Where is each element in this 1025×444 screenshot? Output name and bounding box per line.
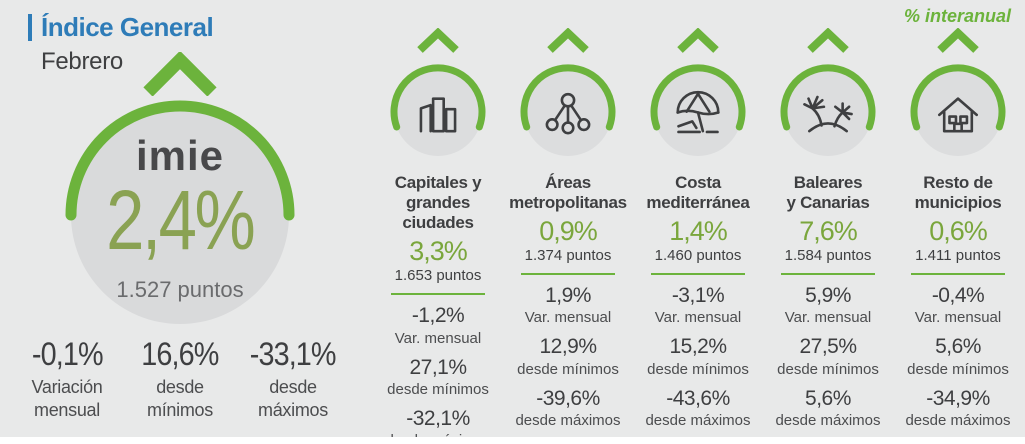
- stat-from-max: 5,6% desde máximos: [775, 386, 881, 429]
- divider: [521, 273, 615, 276]
- stat-monthly: -0,4% Var. mensual: [914, 284, 1002, 327]
- circle-gauge: [910, 64, 1006, 156]
- column-name: Áreas metropolitanas: [509, 173, 627, 213]
- unit-note: % interanual: [903, 6, 1011, 26]
- stat-monthly: -1,2% Var. mensual: [394, 304, 482, 347]
- divider: [781, 273, 875, 276]
- column-areas-metropolitanas: Áreas metropolitanas 0,9% 1.374 puntos 1…: [503, 28, 633, 444]
- yoy-value: 7,6%: [799, 216, 858, 247]
- column-name: Baleares y Canarias: [786, 173, 870, 213]
- general-points: 1.527 puntos: [116, 277, 244, 302]
- column-baleares-canarias: Baleares y Canarias 7,6% 1.584 puntos 5,…: [763, 28, 893, 444]
- palm-island-icon: [803, 95, 853, 133]
- up-chevron-icon: [677, 28, 719, 53]
- stat-from-max: -39,6% desde máximos: [515, 386, 621, 429]
- general-stat-from-min: 16,6% desde mínimos: [125, 338, 235, 421]
- yoy-value: 0,6%: [929, 216, 988, 247]
- points-value: 1.584 puntos: [784, 247, 872, 265]
- yoy-value: 1,4%: [669, 216, 728, 247]
- stat-from-min: 12,9% desde mínimos: [517, 335, 619, 378]
- stat-monthly: 5,9% Var. mensual: [784, 284, 872, 327]
- imie-logo: imie: [135, 132, 225, 179]
- stat-monthly: -3,1% Var. mensual: [654, 284, 742, 327]
- stat-from-min: 27,1% desde mínimos: [387, 355, 489, 398]
- up-chevron-icon: [807, 28, 849, 53]
- general-stats: -0,1% Variación mensual 16,6% desde míni…: [12, 338, 348, 421]
- column-resto-municipios: Resto de municipios 0,6% 1.411 puntos -0…: [893, 28, 1023, 444]
- up-chevron-icon: [65, 52, 295, 96]
- from-min-value: 16,6%: [141, 336, 219, 372]
- page-title: Índice General: [41, 12, 214, 42]
- general-yoy-value: 2,4%: [106, 173, 256, 267]
- yoy-value: 3,3%: [409, 236, 468, 267]
- column-name: Resto de municipios: [914, 173, 1002, 213]
- sector-columns: Capitales y grandes ciudades 3,3% 1.653 …: [373, 28, 1023, 444]
- stat-from-min: 5,6% desde mínimos: [907, 335, 1009, 378]
- column-name: Costa mediterránea: [646, 173, 750, 213]
- circle-gauge: [780, 64, 876, 156]
- up-chevron-icon: [937, 28, 979, 53]
- general-index-section: imie 2,4% 1.527 puntos: [65, 52, 295, 330]
- yoy-value: 0,9%: [539, 216, 598, 247]
- page-subtitle-month: Febrero: [41, 48, 123, 75]
- column-name: Capitales y grandes ciudades: [394, 173, 482, 233]
- buildings-icon: [419, 97, 457, 133]
- column-capitales: Capitales y grandes ciudades 3,3% 1.653 …: [373, 28, 503, 444]
- stat-from-min: 27,5% desde mínimos: [777, 335, 879, 378]
- divider: [391, 293, 485, 296]
- points-value: 1.653 puntos: [394, 267, 482, 285]
- divider: [651, 273, 745, 276]
- points-value: 1.460 puntos: [654, 247, 742, 265]
- points-value: 1.411 puntos: [915, 247, 1001, 265]
- bottom-margin-strip: [0, 437, 1025, 444]
- beach-umbrella-icon: [676, 90, 720, 134]
- general-stat-monthly: -0,1% Variación mensual: [12, 338, 122, 421]
- from-min-label: desde mínimos: [147, 377, 213, 420]
- stat-from-min: 15,2% desde mínimos: [647, 335, 749, 378]
- header: Índice General Febrero: [28, 12, 214, 76]
- from-max-label: desde máximos: [258, 377, 328, 420]
- points-value: 1.374 puntos: [524, 247, 612, 265]
- divider: [911, 273, 1005, 276]
- circle-gauge: [65, 100, 295, 324]
- up-chevron-icon: [417, 28, 459, 53]
- column-costa-mediterranea: Costa mediterránea 1,4% 1.460 puntos -3,…: [633, 28, 763, 444]
- monthly-value: -0,1%: [31, 336, 104, 372]
- network-icon: [545, 92, 591, 135]
- title-accent-bar: [28, 14, 32, 41]
- monthly-label: Variación mensual: [31, 377, 103, 420]
- from-max-value: -33,1%: [250, 336, 337, 372]
- stat-monthly: 1,9% Var. mensual: [524, 284, 612, 327]
- up-chevron-icon: [547, 28, 589, 53]
- stat-from-max: -34,9% desde máximos: [905, 386, 1011, 429]
- stat-from-max: -43,6% desde máximos: [645, 386, 751, 429]
- house-icon: [938, 97, 978, 133]
- general-stat-from-max: -33,1% desde máximos: [238, 338, 348, 421]
- circle-gauge: [390, 64, 486, 156]
- general-index-circle: imie 2,4% 1.527 puntos: [65, 100, 295, 330]
